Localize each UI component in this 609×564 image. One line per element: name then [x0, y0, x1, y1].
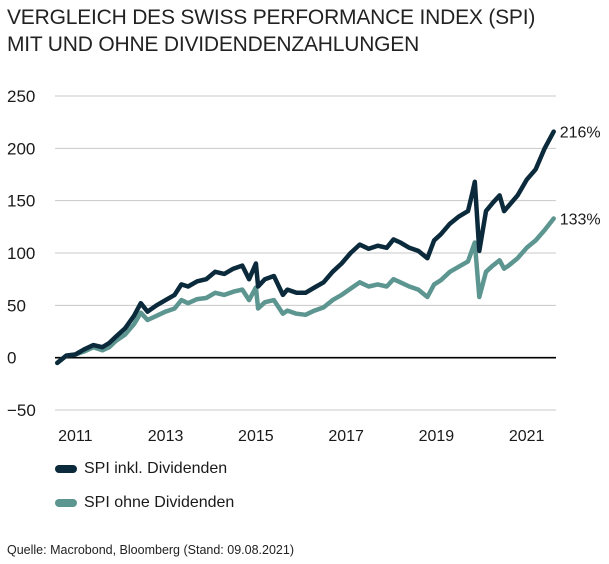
legend-label: SPI inkl. Dividenden	[84, 460, 228, 477]
y-tick-label: 250	[7, 87, 35, 106]
chart-title-line-2: MIT UND OHNE DIVIDENDENZAHLUNGEN	[7, 33, 420, 56]
x-tick-label: 2011	[58, 428, 93, 445]
legend-label: SPI ohne Dividenden	[84, 494, 235, 511]
y-tick-label: 0	[7, 349, 16, 368]
legend-swatch-dark	[55, 465, 77, 473]
x-tick-label: 2015	[238, 428, 274, 445]
y-tick-label: −50	[7, 401, 36, 420]
x-axis-tick-labels: 2011 2013 2015 2017 2019 2021	[58, 428, 544, 445]
legend-item-spi-inkl-dividenden: SPI inkl. Dividenden	[55, 460, 227, 478]
x-tick-label: 2017	[328, 428, 364, 445]
chart-title-line-1: VERGLEICH DES SWISS PERFORMANCE INDEX (S…	[7, 6, 536, 29]
x-tick-label: 2013	[148, 428, 184, 445]
legend-swatch-light	[55, 499, 77, 507]
data-series	[55, 129, 556, 366]
grid-lines	[55, 95, 556, 411]
chart-title: VERGLEICH DES SWISS PERFORMANCE INDEX (S…	[7, 4, 597, 58]
x-tick-label: 2019	[419, 428, 455, 445]
y-axis-tick-labels: −50 0 50 100 150 200 250	[7, 87, 36, 420]
end-label-spi-ohne-dividenden: 133%	[560, 211, 601, 228]
source-note: Quelle: Macrobond, Bloomberg (Stand: 09.…	[7, 543, 294, 557]
series-line-spi-ohne-dividenden	[55, 216, 556, 366]
legend-item-spi-ohne-dividenden: SPI ohne Dividenden	[55, 494, 234, 512]
y-tick-label: 200	[7, 139, 35, 158]
series-line-spi-inkl-dividenden	[55, 129, 556, 366]
y-tick-label: 100	[7, 244, 35, 263]
series-end-labels: 133% 216%	[560, 125, 601, 229]
x-tick-label: 2021	[509, 428, 545, 445]
y-tick-label: 50	[7, 296, 26, 315]
y-tick-label: 150	[7, 192, 35, 211]
end-label-spi-inkl-dividenden: 216%	[560, 125, 601, 142]
